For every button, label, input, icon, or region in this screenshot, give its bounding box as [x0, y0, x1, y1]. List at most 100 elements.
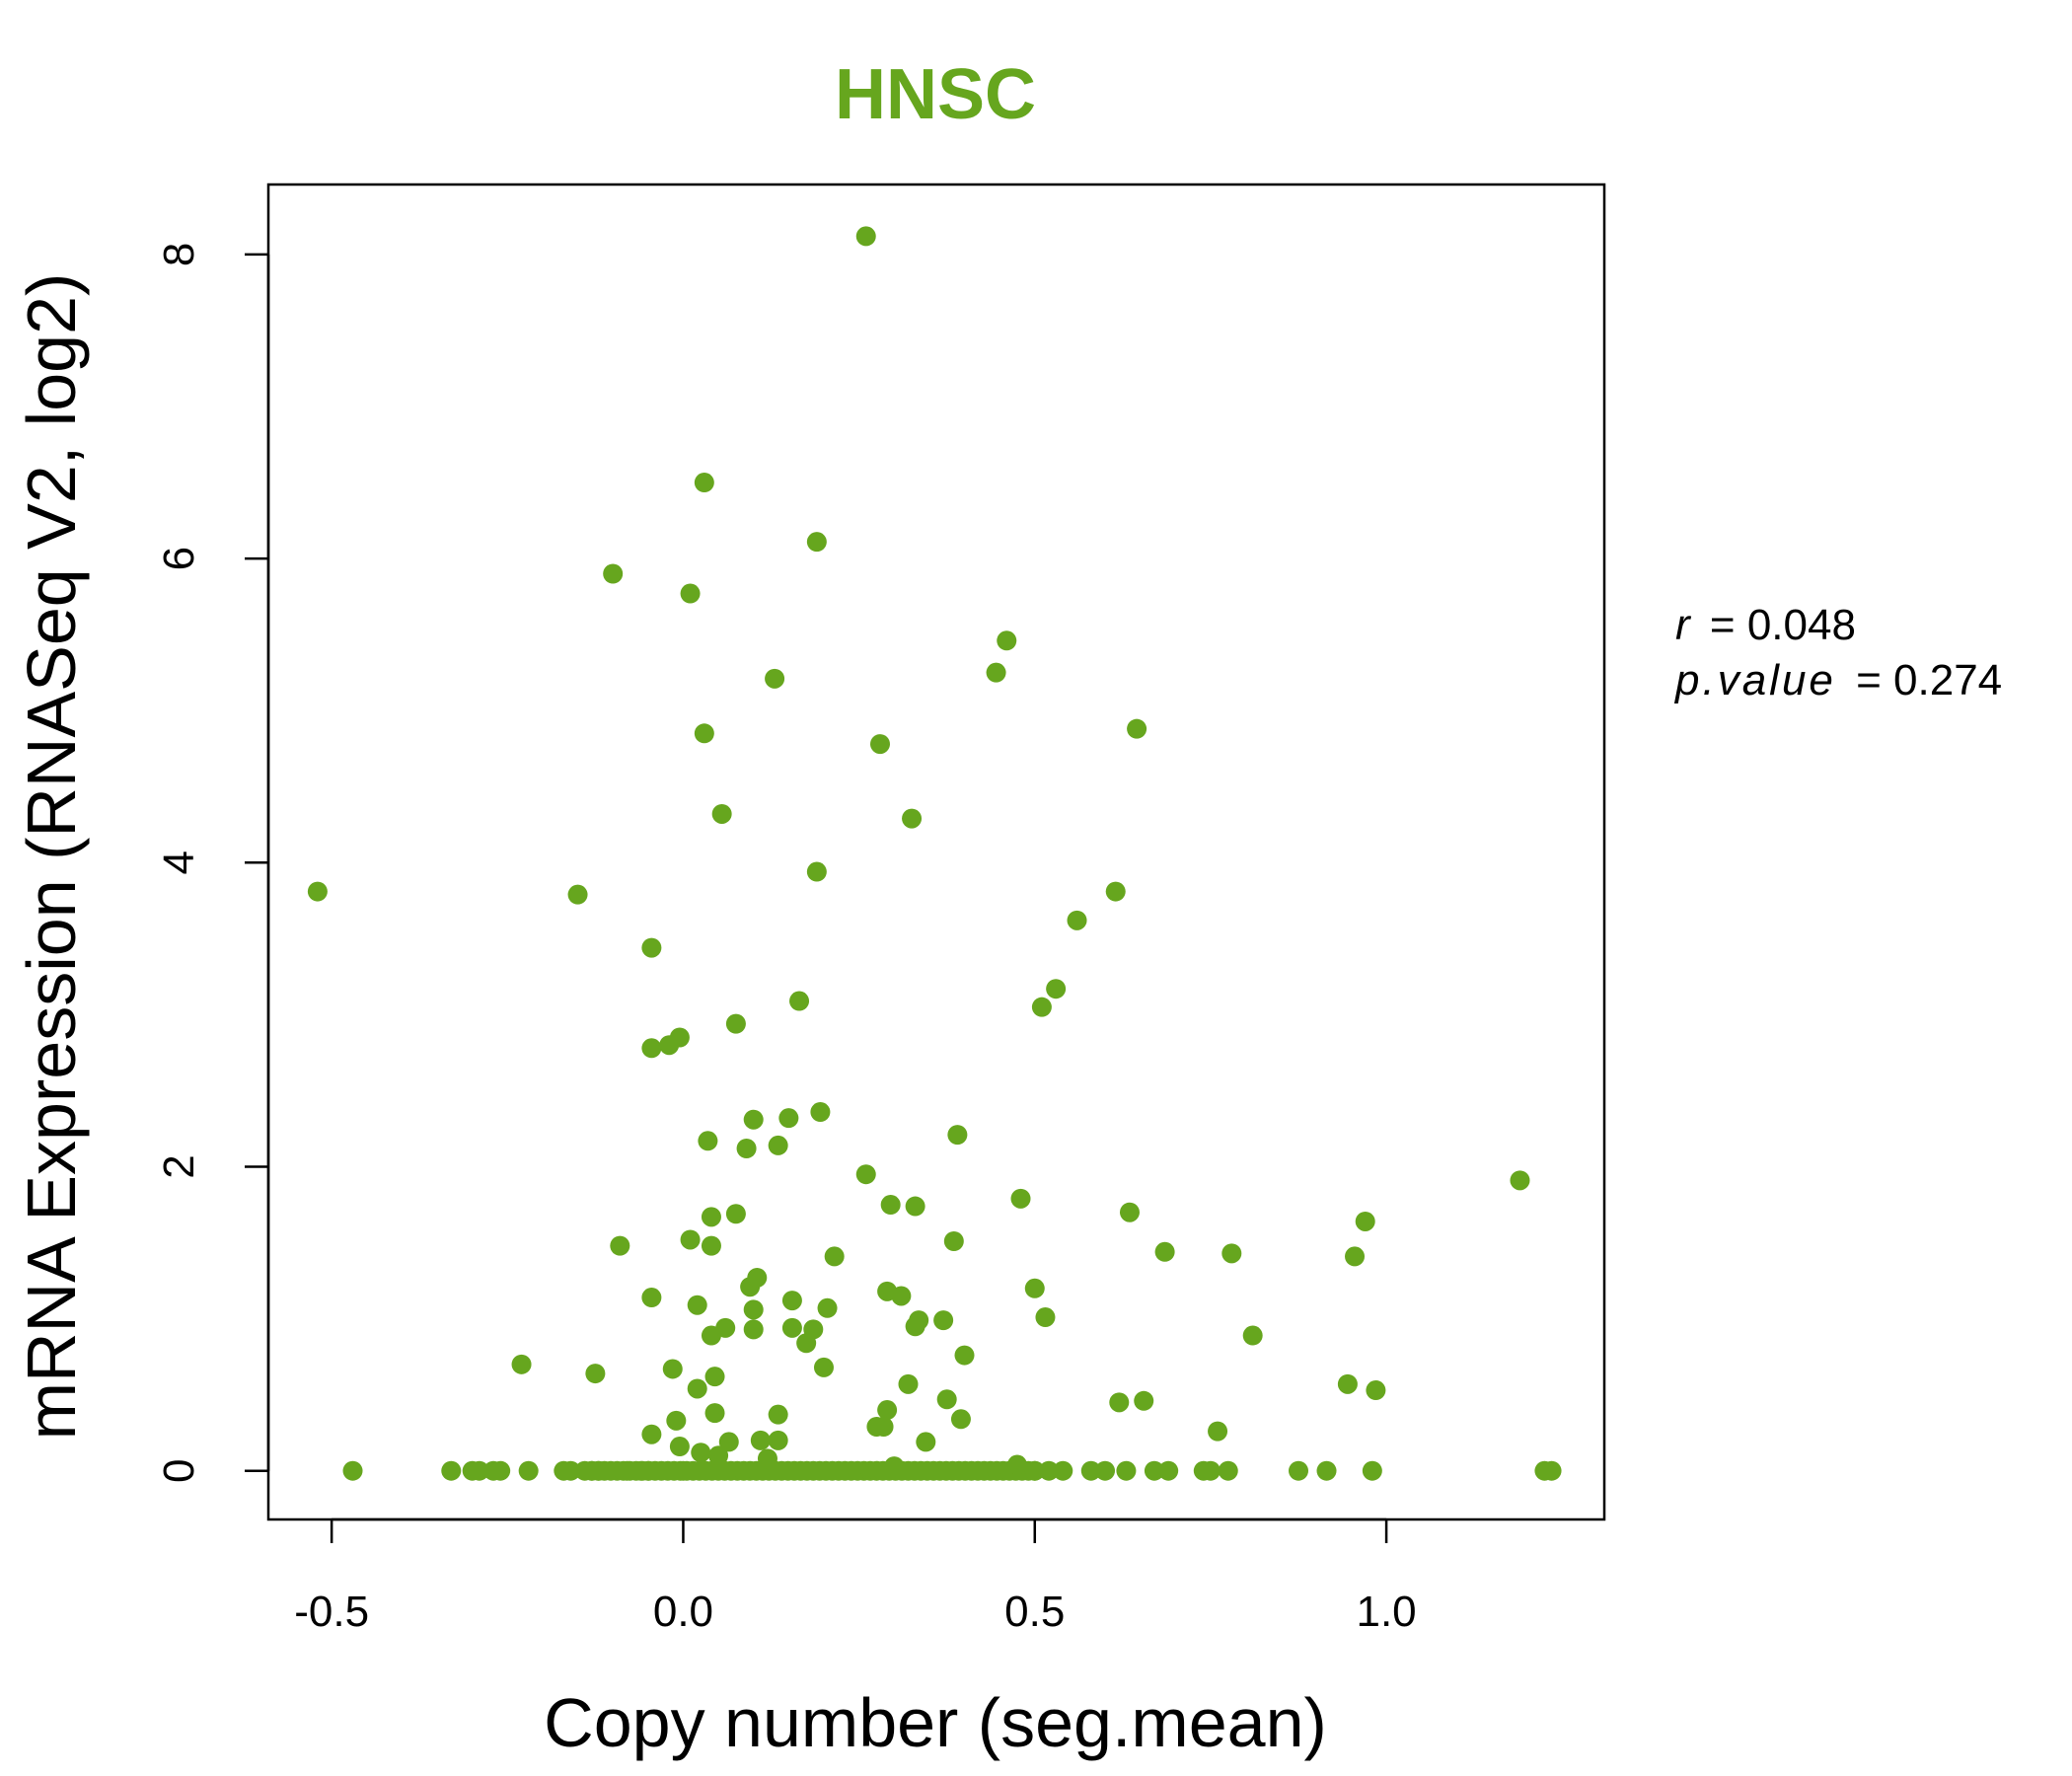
data-point [1119, 1202, 1140, 1222]
data-point [490, 1460, 511, 1481]
data-point [469, 1460, 489, 1481]
data-point [694, 473, 714, 493]
chart-title: HNSC [835, 55, 1036, 134]
data-point [560, 1460, 581, 1481]
data-point [441, 1460, 462, 1481]
r-value: 0.048 [1747, 601, 1856, 649]
data-point [902, 808, 923, 829]
data-point [736, 1138, 757, 1158]
data-point [687, 1295, 707, 1315]
data-point [1080, 1460, 1101, 1481]
data-point [768, 1430, 788, 1450]
data-point [641, 1038, 662, 1059]
data-point [1541, 1460, 1562, 1481]
data-point [567, 884, 588, 905]
data-point [1105, 881, 1126, 902]
data-point [943, 1230, 964, 1251]
data-point [1362, 1460, 1382, 1481]
data-point [789, 991, 810, 1011]
x-axis-label: Copy number (seg.mean) [544, 1684, 1327, 1761]
data-point [1039, 1460, 1060, 1481]
data-point [768, 1404, 788, 1425]
data-point [1366, 1380, 1386, 1401]
data-point [1316, 1460, 1337, 1481]
data-point [947, 1125, 968, 1146]
data-point [585, 1364, 606, 1384]
data-point [511, 1354, 532, 1374]
x-axis: -0.5 0.0 0.5 1.0 [294, 1517, 1417, 1636]
data-point [603, 563, 624, 584]
data-point [1035, 1307, 1056, 1328]
data-point [1006, 1454, 1027, 1475]
data-point [1345, 1246, 1366, 1267]
data-point [884, 1456, 905, 1477]
data-point [891, 1286, 912, 1306]
data-point [673, 1460, 694, 1481]
data-point [916, 1432, 936, 1452]
data-point [757, 1448, 777, 1469]
data-point [750, 1430, 771, 1450]
data-point [898, 1373, 919, 1394]
y-tick-label: 6 [155, 547, 203, 570]
data-point [855, 226, 876, 247]
data-point [986, 662, 1006, 683]
data-point [806, 861, 827, 882]
data-point [694, 723, 714, 744]
data-point [641, 1288, 662, 1308]
data-point [1024, 1278, 1045, 1298]
data-point [687, 1378, 707, 1399]
x-tick-label: 0.5 [1004, 1588, 1065, 1636]
data-point [950, 1409, 971, 1430]
data-point [781, 1291, 802, 1311]
data-point [936, 1389, 957, 1410]
data-point [691, 1443, 711, 1463]
data-point [747, 1267, 768, 1288]
data-point [1053, 1460, 1073, 1481]
x-tick-label: 0.0 [653, 1588, 713, 1636]
data-point [810, 1102, 831, 1123]
data-point [1200, 1460, 1221, 1481]
data-point [743, 1319, 764, 1340]
data-point [610, 1235, 630, 1256]
data-point [715, 1317, 736, 1338]
y-tick-label: 0 [155, 1458, 203, 1482]
data-point [1109, 1392, 1130, 1413]
y-axis: 0 2 4 6 8 [155, 243, 270, 1483]
data-point [743, 1299, 764, 1320]
data-point [824, 1246, 845, 1267]
correlation-r: r = 0.048 [1675, 601, 1856, 649]
data-point [1218, 1460, 1238, 1481]
y-tick-label: 8 [155, 243, 203, 266]
correlation-p: p.value = 0.274 [1673, 656, 2002, 704]
data-point [680, 1229, 701, 1250]
r-label: r [1675, 601, 1692, 649]
data-point [669, 1027, 690, 1048]
data-point [1154, 1241, 1175, 1262]
data-point [997, 630, 1017, 651]
data-point [342, 1460, 363, 1481]
data-point [518, 1460, 539, 1481]
data-point [1221, 1243, 1242, 1264]
data-point [1010, 1188, 1031, 1209]
data-point [588, 1460, 609, 1481]
data-point [933, 1310, 954, 1331]
data-point [1289, 1460, 1309, 1481]
data-point [1158, 1460, 1179, 1481]
data-point [880, 1195, 901, 1216]
x-tick-label: 1.0 [1356, 1588, 1416, 1636]
data-point [1031, 997, 1052, 1017]
data-point [701, 1207, 721, 1227]
data-point [641, 1424, 662, 1444]
data-point [669, 1437, 690, 1457]
data-point [725, 1204, 746, 1224]
data-point [954, 1345, 975, 1366]
data-point [1116, 1460, 1137, 1481]
data-point [711, 803, 732, 824]
data-point [1242, 1325, 1263, 1346]
y-tick-label: 2 [155, 1154, 203, 1178]
data-point [641, 937, 662, 958]
data-point [1095, 1460, 1116, 1481]
data-point [666, 1410, 687, 1431]
data-point [1208, 1421, 1228, 1442]
